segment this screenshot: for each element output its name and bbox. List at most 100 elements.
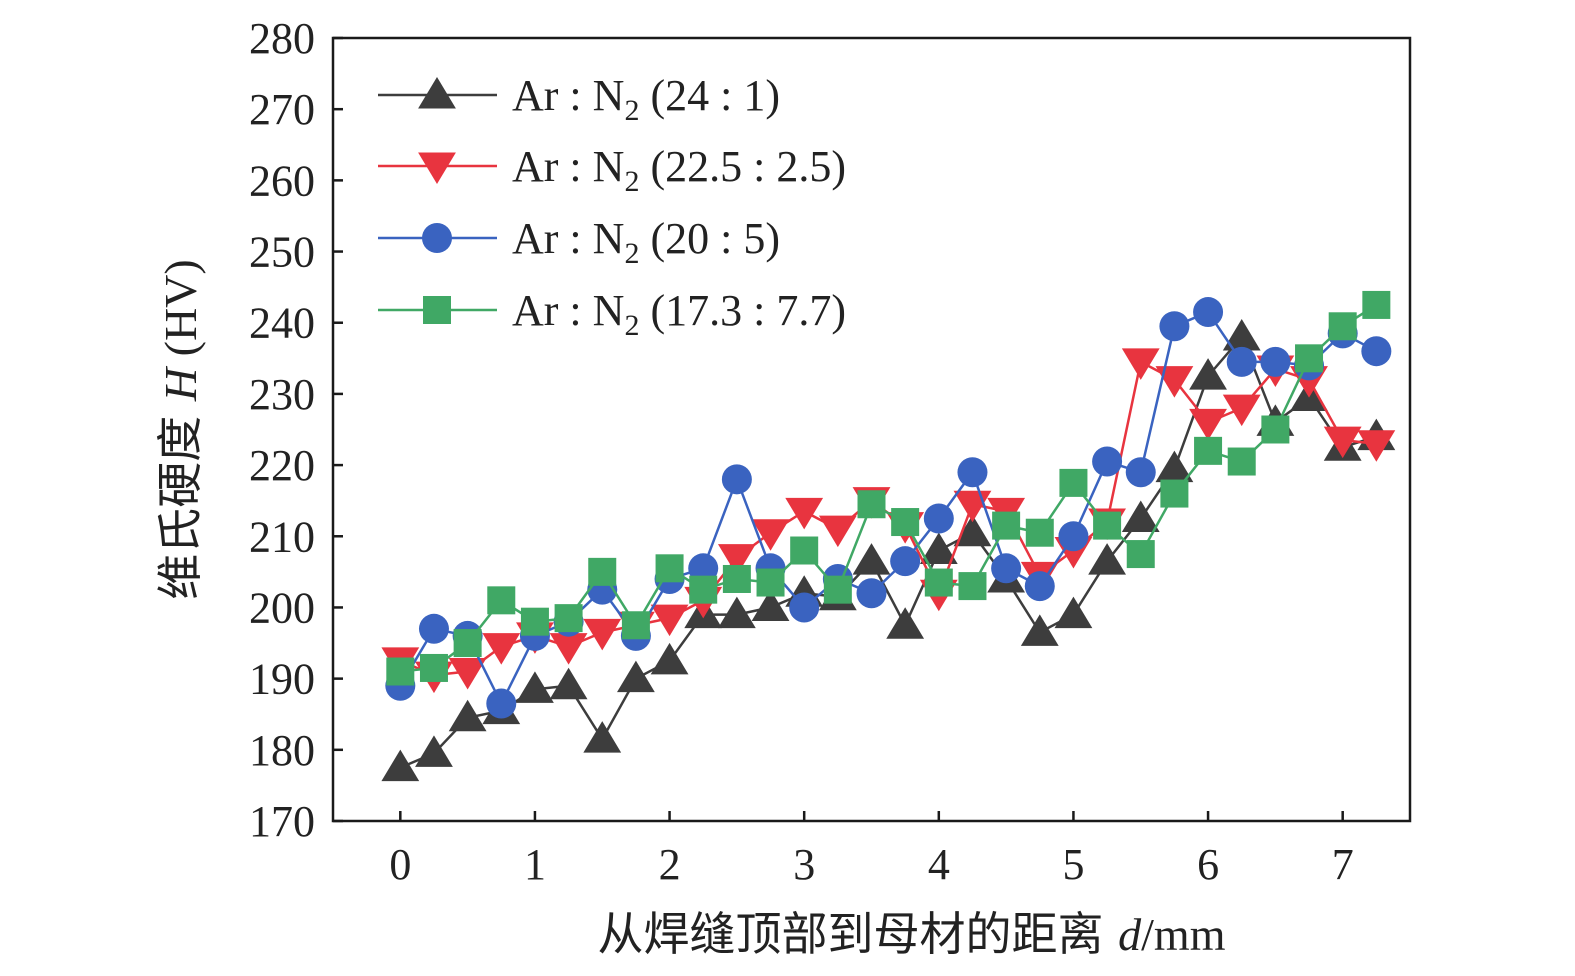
y-tick-label: 210 (249, 512, 315, 561)
data-point (1020, 614, 1059, 646)
data-point (621, 611, 650, 640)
data-point (1260, 346, 1291, 377)
legend-label: Ar : N2 (22.5 : 2.5) (512, 142, 846, 198)
data-point (890, 546, 921, 577)
data-point (588, 557, 617, 586)
y-tick-label: 250 (249, 228, 315, 277)
data-point (1058, 521, 1089, 552)
x-tick-label: 3 (793, 840, 815, 889)
legend-marker (423, 296, 451, 324)
data-point (1121, 500, 1160, 532)
data-point (386, 657, 415, 686)
data-point (1126, 540, 1155, 569)
data-point (415, 735, 453, 767)
legend-entry-22-5-2-5: Ar : N2 (22.5 : 2.5) (378, 142, 846, 198)
y-tick-label: 260 (249, 156, 315, 205)
data-point (856, 578, 887, 609)
data-point (1357, 430, 1396, 462)
data-point (1155, 450, 1194, 483)
data-point (722, 564, 751, 593)
legend-label: Ar : N2 (20 : 5) (512, 214, 780, 270)
data-point (1295, 344, 1324, 373)
legend-marker (418, 152, 456, 184)
data-point (923, 503, 954, 534)
x-tick-label: 7 (1332, 840, 1354, 889)
series-3 (386, 290, 1391, 686)
x-axis-title-var: d (1118, 909, 1142, 960)
legend: Ar : N2 (24 : 1) Ar : N2 (22.5 : 2.5) Ar… (378, 71, 846, 342)
y-axis-title-main: 维氏硬度 (153, 401, 207, 600)
data-point (617, 660, 655, 693)
data-point (756, 568, 785, 597)
x-tick-label: 1 (524, 840, 546, 889)
data-point (1261, 415, 1290, 444)
data-point (486, 688, 517, 719)
data-point (991, 553, 1022, 584)
data-point (448, 658, 487, 690)
y-tick-label: 200 (249, 583, 315, 632)
data-point (520, 607, 549, 636)
legend-entry-20-5: Ar : N2 (20 : 5) (378, 214, 780, 270)
y-tick-label: 240 (249, 299, 315, 348)
data-point (785, 497, 824, 530)
legend-label: Ar : N2 (17.3 : 7.7) (512, 286, 846, 342)
data-point (1059, 468, 1088, 497)
data-point (852, 543, 891, 575)
data-point (655, 554, 684, 583)
data-point (1092, 446, 1123, 477)
data-point (1222, 318, 1261, 351)
data-point (751, 589, 790, 621)
data-point (717, 596, 756, 629)
data-point (1088, 543, 1126, 575)
legend-marker (418, 77, 456, 109)
data-point (919, 532, 958, 565)
data-point (448, 699, 487, 732)
data-point (1362, 290, 1391, 319)
legend-marker (422, 223, 452, 253)
legend-label: Ar : N2 (24 : 1) (512, 71, 780, 127)
data-point (482, 633, 521, 665)
data-point (1121, 348, 1160, 380)
y-tick-label: 230 (249, 370, 315, 419)
data-point (891, 508, 920, 537)
y-axis-title-var: H (155, 365, 206, 402)
data-point (1159, 311, 1190, 342)
data-point (1226, 346, 1257, 377)
data-point (650, 642, 689, 675)
data-point (1125, 457, 1156, 488)
legend-entry-24-1: Ar : N2 (24 : 1) (378, 71, 780, 127)
data-point (583, 721, 622, 753)
data-point (823, 575, 852, 604)
data-point (958, 572, 987, 601)
data-point (419, 653, 448, 682)
x-tick-label: 2 (659, 840, 681, 889)
data-point (1323, 426, 1362, 459)
data-point (487, 586, 516, 615)
data-point (453, 629, 482, 658)
data-point (886, 607, 925, 639)
data-point (650, 604, 689, 637)
data-point (381, 749, 420, 782)
x-axis-title-unit: /mm (1141, 909, 1226, 960)
data-point (1193, 297, 1224, 328)
data-point (1155, 366, 1194, 398)
y-axis-title-unit: (HV) (155, 259, 206, 368)
data-point (516, 671, 554, 703)
data-point (789, 592, 820, 623)
x-tick-label: 4 (928, 840, 950, 889)
data-point (689, 575, 718, 604)
legend-entry-17-3-7-7: Ar : N2 (17.3 : 7.7) (378, 286, 846, 342)
data-point (957, 457, 988, 488)
series-layer (381, 290, 1396, 782)
data-point (924, 568, 953, 597)
y-tick-label: 220 (249, 441, 315, 490)
data-point (1222, 394, 1261, 427)
data-point (1361, 336, 1392, 367)
data-point (1194, 436, 1223, 465)
x-axis-title: 从焊缝顶部到母材的距离 d/mm (598, 907, 1226, 961)
y-tick-label: 270 (249, 85, 315, 134)
data-point (1189, 358, 1227, 390)
data-point (953, 514, 992, 547)
